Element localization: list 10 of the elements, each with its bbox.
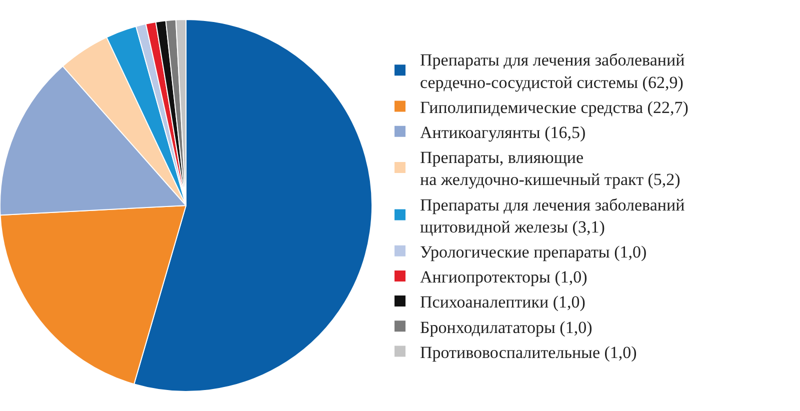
legend-label: Урологические препараты (1,0) — [420, 242, 647, 262]
legend-label: Гиполипидемические средства (22,7) — [420, 98, 688, 117]
legend-label: Препараты для лечения заболеваний сердечно-сосудистой системы (62,9) — [420, 50, 685, 92]
legend-label: Противовоспалительные (1,0) — [420, 342, 637, 362]
legend-label: Препараты для лечения заболеваний щитовидной железы (3,1) — [420, 195, 685, 236]
legend-label: Антикоагулянты (16,5) — [420, 122, 586, 142]
legend-label: Бронходилататоры (1,0) — [420, 318, 592, 337]
legend-label: Препараты, влияющие на желудочно-кишечный тракт (5,2) — [420, 148, 680, 190]
legend-label: Психоаналептики (1,0) — [420, 292, 586, 312]
legend-label: Ангиопротекторы (1,0) — [420, 268, 588, 287]
